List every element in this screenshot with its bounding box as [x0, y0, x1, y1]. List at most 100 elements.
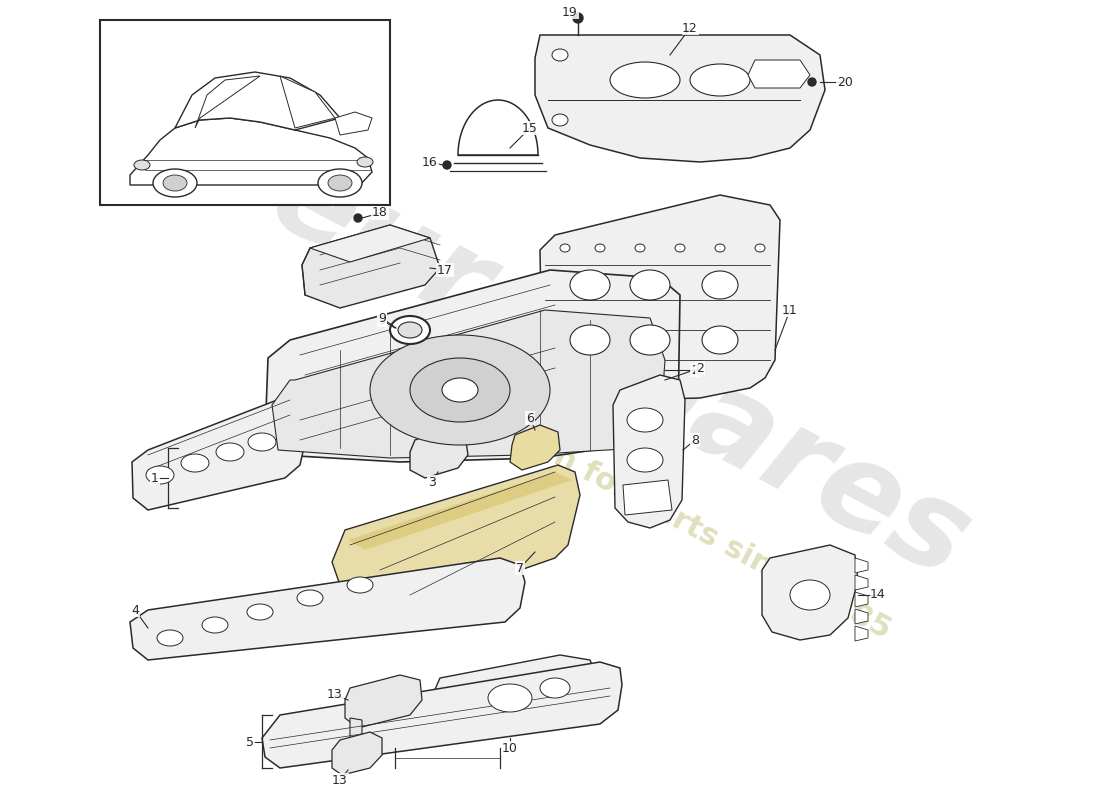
Ellipse shape — [702, 271, 738, 299]
Polygon shape — [540, 195, 780, 400]
Circle shape — [354, 214, 362, 222]
Text: 11: 11 — [782, 303, 797, 317]
Ellipse shape — [390, 316, 430, 344]
Ellipse shape — [297, 590, 323, 606]
Text: 19: 19 — [562, 6, 578, 18]
Text: 13: 13 — [327, 689, 343, 702]
Polygon shape — [130, 118, 372, 185]
Polygon shape — [510, 425, 560, 470]
Polygon shape — [265, 270, 680, 462]
Text: 15: 15 — [522, 122, 538, 134]
Ellipse shape — [552, 114, 568, 126]
Ellipse shape — [702, 326, 738, 354]
Text: 20: 20 — [837, 75, 852, 89]
Ellipse shape — [134, 160, 150, 170]
Ellipse shape — [627, 408, 663, 432]
Polygon shape — [332, 465, 580, 605]
Text: 6: 6 — [526, 411, 534, 425]
Ellipse shape — [248, 604, 273, 620]
Text: 12: 12 — [682, 22, 697, 34]
Circle shape — [808, 78, 816, 86]
Polygon shape — [280, 76, 336, 128]
Ellipse shape — [690, 64, 750, 96]
Polygon shape — [302, 225, 440, 308]
Ellipse shape — [790, 580, 830, 610]
Text: 3: 3 — [428, 475, 436, 489]
Ellipse shape — [146, 466, 174, 484]
Ellipse shape — [398, 322, 422, 338]
Polygon shape — [855, 575, 868, 590]
Ellipse shape — [202, 617, 228, 633]
Polygon shape — [613, 375, 685, 528]
Polygon shape — [748, 60, 810, 88]
Polygon shape — [100, 20, 390, 205]
Text: 9: 9 — [378, 311, 386, 325]
Ellipse shape — [755, 244, 764, 252]
Text: 8: 8 — [691, 434, 698, 446]
Text: 1: 1 — [151, 471, 158, 485]
Ellipse shape — [715, 244, 725, 252]
Text: 4: 4 — [131, 603, 139, 617]
Polygon shape — [272, 310, 666, 458]
Ellipse shape — [540, 678, 570, 698]
Polygon shape — [762, 545, 858, 640]
Polygon shape — [262, 662, 622, 768]
Polygon shape — [425, 655, 598, 740]
Polygon shape — [332, 732, 382, 775]
Ellipse shape — [610, 62, 680, 98]
Polygon shape — [345, 675, 422, 728]
Ellipse shape — [318, 169, 362, 197]
Ellipse shape — [153, 169, 197, 197]
Ellipse shape — [182, 454, 209, 472]
Polygon shape — [195, 76, 260, 128]
Ellipse shape — [595, 244, 605, 252]
Polygon shape — [458, 100, 538, 155]
Polygon shape — [310, 225, 430, 262]
Ellipse shape — [635, 244, 645, 252]
Text: 2: 2 — [696, 362, 704, 374]
Ellipse shape — [328, 175, 352, 191]
Polygon shape — [175, 72, 340, 130]
Text: 5: 5 — [246, 735, 254, 749]
Polygon shape — [855, 609, 868, 624]
Ellipse shape — [570, 270, 611, 300]
Text: 2: 2 — [691, 363, 698, 377]
Text: 14: 14 — [870, 589, 886, 602]
Polygon shape — [350, 718, 362, 742]
Text: 17: 17 — [437, 263, 453, 277]
Ellipse shape — [570, 325, 611, 355]
Ellipse shape — [410, 358, 510, 422]
Polygon shape — [336, 112, 372, 135]
Ellipse shape — [675, 244, 685, 252]
Ellipse shape — [552, 49, 568, 61]
Polygon shape — [855, 558, 868, 573]
Polygon shape — [623, 480, 672, 515]
Text: eurospares: eurospares — [252, 137, 989, 603]
Polygon shape — [535, 35, 825, 162]
Text: 9: 9 — [378, 314, 386, 326]
Circle shape — [443, 161, 451, 169]
Ellipse shape — [630, 270, 670, 300]
Ellipse shape — [157, 630, 183, 646]
Ellipse shape — [163, 175, 187, 191]
Polygon shape — [855, 626, 868, 641]
Ellipse shape — [627, 448, 663, 472]
Circle shape — [573, 13, 583, 23]
Ellipse shape — [630, 325, 670, 355]
Text: 10: 10 — [502, 742, 518, 754]
Ellipse shape — [358, 157, 373, 167]
Polygon shape — [410, 428, 468, 478]
Ellipse shape — [442, 378, 478, 402]
Text: 13: 13 — [332, 774, 348, 786]
Text: 16: 16 — [422, 155, 438, 169]
Polygon shape — [130, 558, 525, 660]
Ellipse shape — [248, 433, 276, 451]
Ellipse shape — [488, 684, 532, 712]
Text: 18: 18 — [372, 206, 388, 219]
Ellipse shape — [216, 443, 244, 461]
Polygon shape — [132, 395, 310, 510]
Text: 7: 7 — [516, 562, 524, 574]
Polygon shape — [348, 472, 572, 550]
Ellipse shape — [560, 244, 570, 252]
Text: a passion for parts since 1985: a passion for parts since 1985 — [425, 375, 895, 645]
